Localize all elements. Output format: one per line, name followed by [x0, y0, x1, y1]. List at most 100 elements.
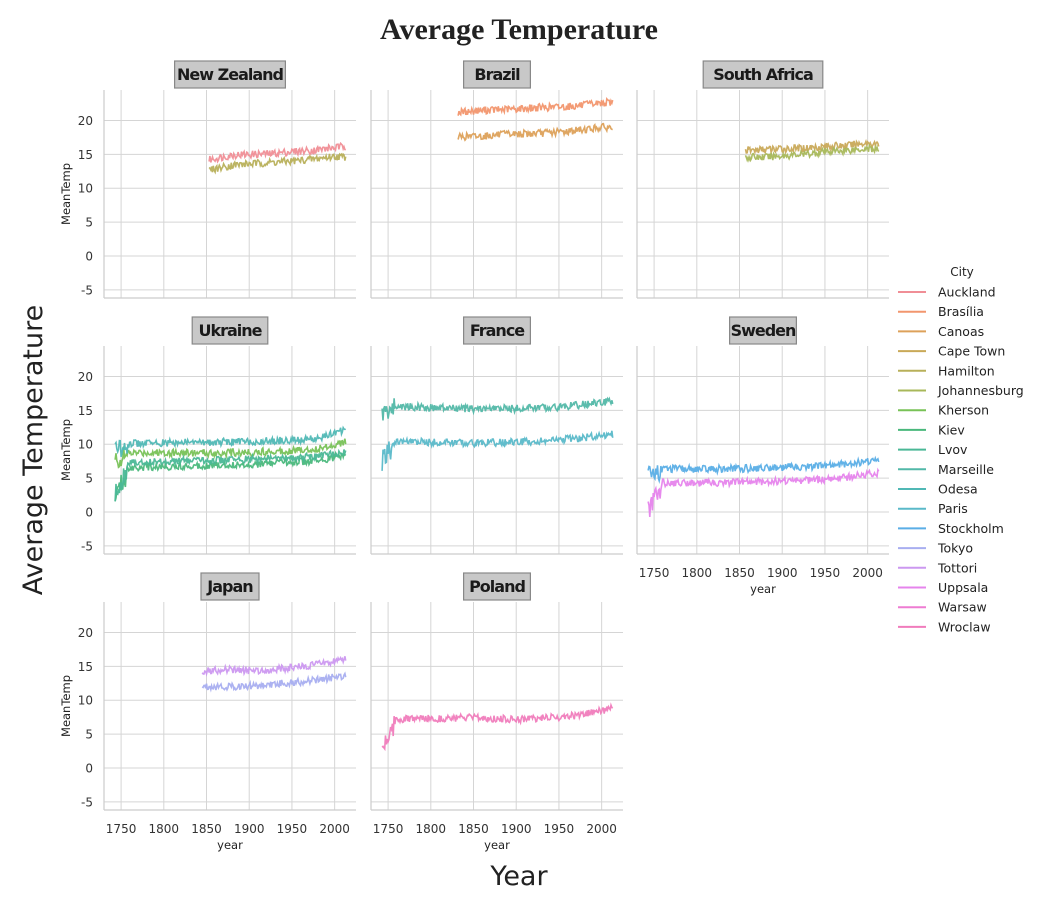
- y-tick-label: 20: [78, 626, 93, 640]
- legend-label: Warsaw: [938, 600, 987, 615]
- x-tick-label: 1850: [458, 822, 489, 836]
- series-line-marseille: [381, 396, 614, 421]
- x-tick-label: 1850: [724, 566, 755, 580]
- y-tick-label: -5: [81, 795, 93, 809]
- series-group: [208, 141, 347, 175]
- legend-label: Hamilton: [938, 363, 995, 378]
- legend-item: Uppsala: [898, 580, 988, 595]
- legend: City Auckland Brasília Canoas Cape Town Hami…: [898, 265, 1024, 634]
- legend-title: City: [950, 265, 974, 279]
- legend-label: Wroclaw: [938, 619, 991, 634]
- legend-label: Paris: [938, 501, 968, 516]
- series-line-tottori: [201, 655, 347, 677]
- facet-title-box: [463, 316, 532, 345]
- legend-item: Kherson: [898, 403, 989, 418]
- legend-item: Lvov: [898, 442, 968, 457]
- legend-label: Canoas: [938, 324, 984, 339]
- facet-grid: New Zealand -5 0 5 10 15 20 MeanTemp Brazil South…: [59, 60, 889, 852]
- y-tick-label: -5: [81, 283, 93, 297]
- legend-label: Kherson: [938, 403, 989, 418]
- legend-item: Tottori: [898, 560, 977, 575]
- series-line-kiev: [114, 450, 347, 502]
- x-tick-label: 1900: [234, 822, 265, 836]
- x-tick-label: 1800: [149, 822, 180, 836]
- y-tick-label: 0: [85, 505, 93, 519]
- series-group: [381, 702, 614, 752]
- facet-panel: Sweden 1750 1800 1850 1900 1950 2000 year: [636, 316, 889, 596]
- y-tick-label: 5: [85, 472, 93, 486]
- legend-label: Tottori: [937, 560, 977, 575]
- series-line-tokyo: [201, 671, 347, 693]
- facet-title-box: [702, 60, 824, 89]
- facet-title-text: South Africa: [713, 65, 813, 84]
- series-group: [744, 138, 880, 163]
- legend-label: Tokyo: [937, 541, 973, 556]
- facet-title: Ukraine: [191, 316, 269, 345]
- facet-title-text: Ukraine: [198, 321, 262, 340]
- figure-xlabel: Year: [489, 861, 548, 892]
- facet-title-box: [463, 572, 532, 601]
- legend-item: Odesa: [898, 482, 978, 497]
- legend-item: Brasília: [898, 304, 984, 319]
- x-axis-label: year: [750, 582, 776, 596]
- legend-label: Brasília: [938, 304, 984, 319]
- y-axis-label: MeanTemp: [59, 675, 73, 737]
- legend-item: Auckland: [898, 285, 996, 300]
- legend-label: Stockholm: [938, 521, 1004, 536]
- x-axis-label: year: [217, 838, 243, 852]
- series-group: [381, 396, 614, 471]
- x-tick-label: 2000: [852, 566, 883, 580]
- legend-item: Canoas: [898, 324, 984, 339]
- series-group: [457, 97, 614, 142]
- series-group: [647, 455, 880, 518]
- facet-title: New Zealand: [174, 60, 287, 89]
- legend-label: Marseille: [938, 462, 994, 477]
- y-tick-label: 5: [85, 728, 93, 742]
- series-group: [114, 425, 347, 502]
- series-line-odesa: [114, 425, 346, 458]
- legend-item: Tokyo: [898, 541, 973, 556]
- facet-title: Sweden: [728, 316, 797, 345]
- facet-title-text: Sweden: [731, 321, 796, 340]
- legend-item: Marseille: [898, 462, 994, 477]
- facet-title-text: France: [470, 321, 525, 340]
- series-line-uppsala: [647, 467, 880, 518]
- series-line-hamilton: [208, 152, 347, 175]
- legend-label: Cape Town: [938, 344, 1005, 359]
- facet-title: France: [463, 316, 532, 345]
- legend-item: Hamilton: [898, 363, 995, 378]
- series-line-cape-town: [744, 138, 880, 156]
- series-line-auckland: [208, 141, 347, 164]
- y-tick-label: 10: [78, 182, 93, 196]
- series-line-lvov: [114, 448, 347, 502]
- y-tick-label: 20: [78, 370, 93, 384]
- facet-title-box: [200, 572, 260, 601]
- x-tick-label: 1950: [277, 822, 308, 836]
- y-tick-label: -5: [81, 539, 93, 553]
- series-line-bras-lia: [457, 97, 614, 117]
- facet-title: South Africa: [702, 60, 824, 89]
- facet-title-text: Brazil: [474, 65, 520, 84]
- legend-item: Kiev: [898, 422, 965, 437]
- legend-item: Cape Town: [898, 344, 1005, 359]
- y-tick-label: 0: [85, 761, 93, 775]
- facet-title-box: [174, 60, 287, 89]
- series-line-paris: [381, 430, 614, 471]
- y-tick-label: 10: [78, 438, 93, 452]
- facet-panel: Ukraine -5 0 5 10 15 20 MeanTemp: [59, 316, 356, 555]
- y-tick-label: 0: [85, 249, 93, 263]
- x-tick-label: 1900: [767, 566, 798, 580]
- y-tick-label: 20: [78, 114, 93, 128]
- x-tick-label: 2000: [586, 822, 617, 836]
- series-line-wroclaw: [381, 702, 614, 752]
- legend-item: Johannesburg: [898, 383, 1024, 398]
- x-tick-label: 1750: [639, 566, 670, 580]
- facet-title-box: [728, 316, 797, 345]
- series-line-stockholm: [647, 455, 880, 484]
- legend-item: Wroclaw: [898, 619, 991, 634]
- facet-title-box: [463, 60, 532, 89]
- x-tick-label: 2000: [319, 822, 350, 836]
- facet-panel: Poland 1750 1800 1850 1900 1950 2000 year: [370, 572, 623, 852]
- legend-item: Paris: [898, 501, 968, 516]
